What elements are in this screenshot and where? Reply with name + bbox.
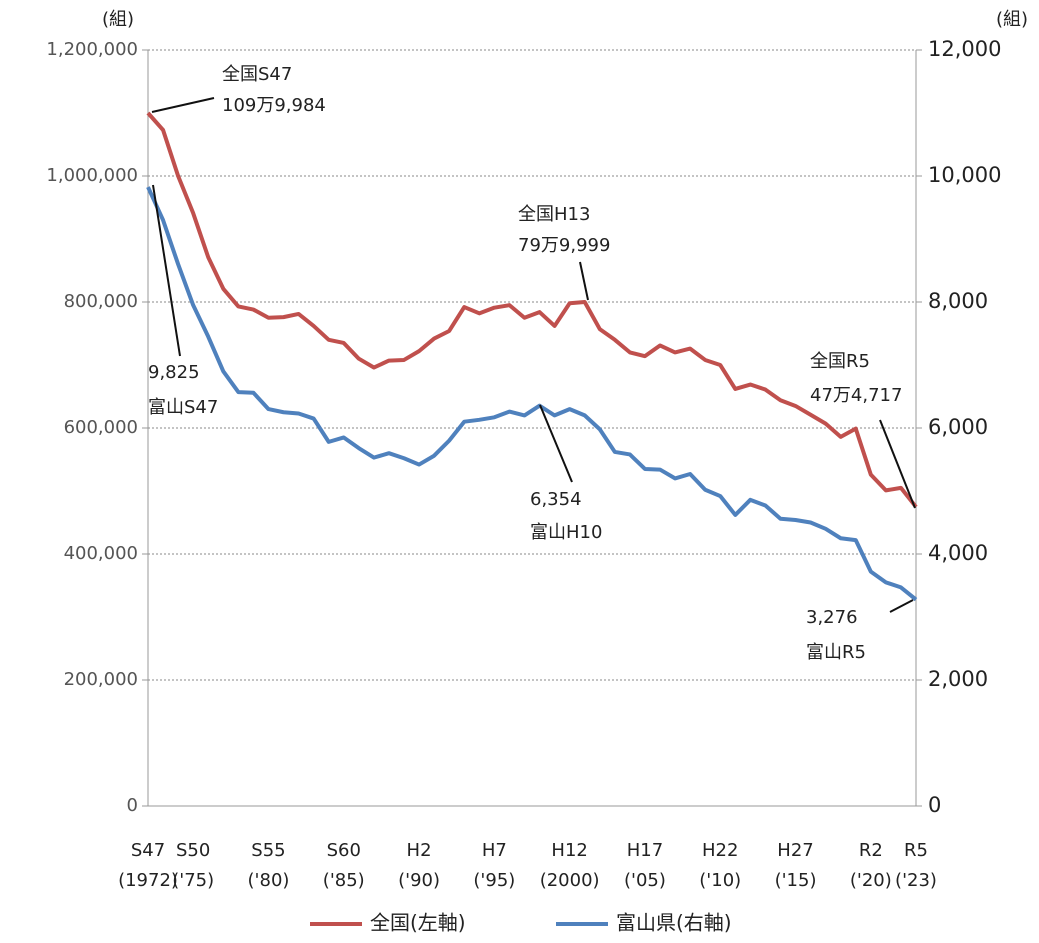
x-tick-label: S60 ('85): [322, 840, 365, 891]
series-line: [146, 111, 918, 509]
annotation: 6,354: [530, 489, 582, 510]
annotation: 79万9,999: [518, 235, 610, 256]
annotation-leader: [539, 404, 573, 483]
y-tick-label: 600,000: [64, 417, 138, 438]
annotation-leader: [152, 184, 181, 357]
y2-tick-label: 2,000: [928, 667, 988, 691]
x-tick-label: H12 (2000): [539, 840, 600, 891]
x-tick-label: R5 ('23): [895, 840, 937, 891]
x-tick-label: H27 ('15): [774, 840, 817, 891]
y2-tick-label: 8,000: [928, 289, 988, 313]
legend-label: 全国(左軸): [370, 911, 466, 935]
y-tick-label: 1,200,000: [46, 39, 138, 60]
y2-tick-label: 0: [928, 793, 941, 817]
annotation: 全国R5: [810, 351, 870, 372]
y2-unit: (組): [996, 9, 1028, 30]
annotation: 47万4,717: [810, 385, 902, 406]
annotation-leader: [879, 419, 916, 509]
y-tick-label: 400,000: [64, 543, 138, 564]
annotation-leader: [579, 261, 589, 301]
x-tick-label: S55 ('80): [247, 840, 290, 891]
x-tick-label: H22 ('10): [699, 840, 742, 891]
annotation: 全国H13: [518, 204, 590, 225]
y2-tick-label: 10,000: [928, 163, 1001, 187]
series-line: [146, 186, 918, 602]
annotation: 109万9,984: [222, 95, 326, 116]
x-tick-label: R2 ('20): [849, 840, 892, 891]
y-tick-label: 0: [127, 795, 138, 816]
x-tick-label: H7 ('95): [473, 840, 516, 891]
x-tick-label: S47 (1972): [118, 840, 178, 891]
annotation-leader: [151, 97, 215, 113]
x-tick-label: H2 ('90): [398, 840, 440, 891]
annotation-leader: [889, 599, 914, 613]
annotation: 富山H10: [530, 522, 602, 543]
x-tick-label: H17 ('05): [623, 840, 666, 891]
y-tick-label: 200,000: [64, 669, 138, 690]
annotation: 富山S47: [148, 397, 218, 418]
y-tick-label: 800,000: [64, 291, 138, 312]
y2-tick-label: 6,000: [928, 415, 988, 439]
annotation: 全国S47: [222, 64, 292, 85]
annotation: 富山R5: [806, 642, 866, 663]
y2-tick-label: 4,000: [928, 541, 988, 565]
annotation: 3,276: [806, 607, 858, 628]
legend-label: 富山県(右軸): [616, 911, 732, 935]
y-tick-label: 1,000,000: [46, 165, 138, 186]
x-tick-label: S50 ('75): [172, 840, 215, 891]
y2-tick-label: 12,000: [928, 37, 1001, 61]
annotation: 9,825: [148, 362, 200, 383]
y-unit: (組): [102, 9, 134, 30]
